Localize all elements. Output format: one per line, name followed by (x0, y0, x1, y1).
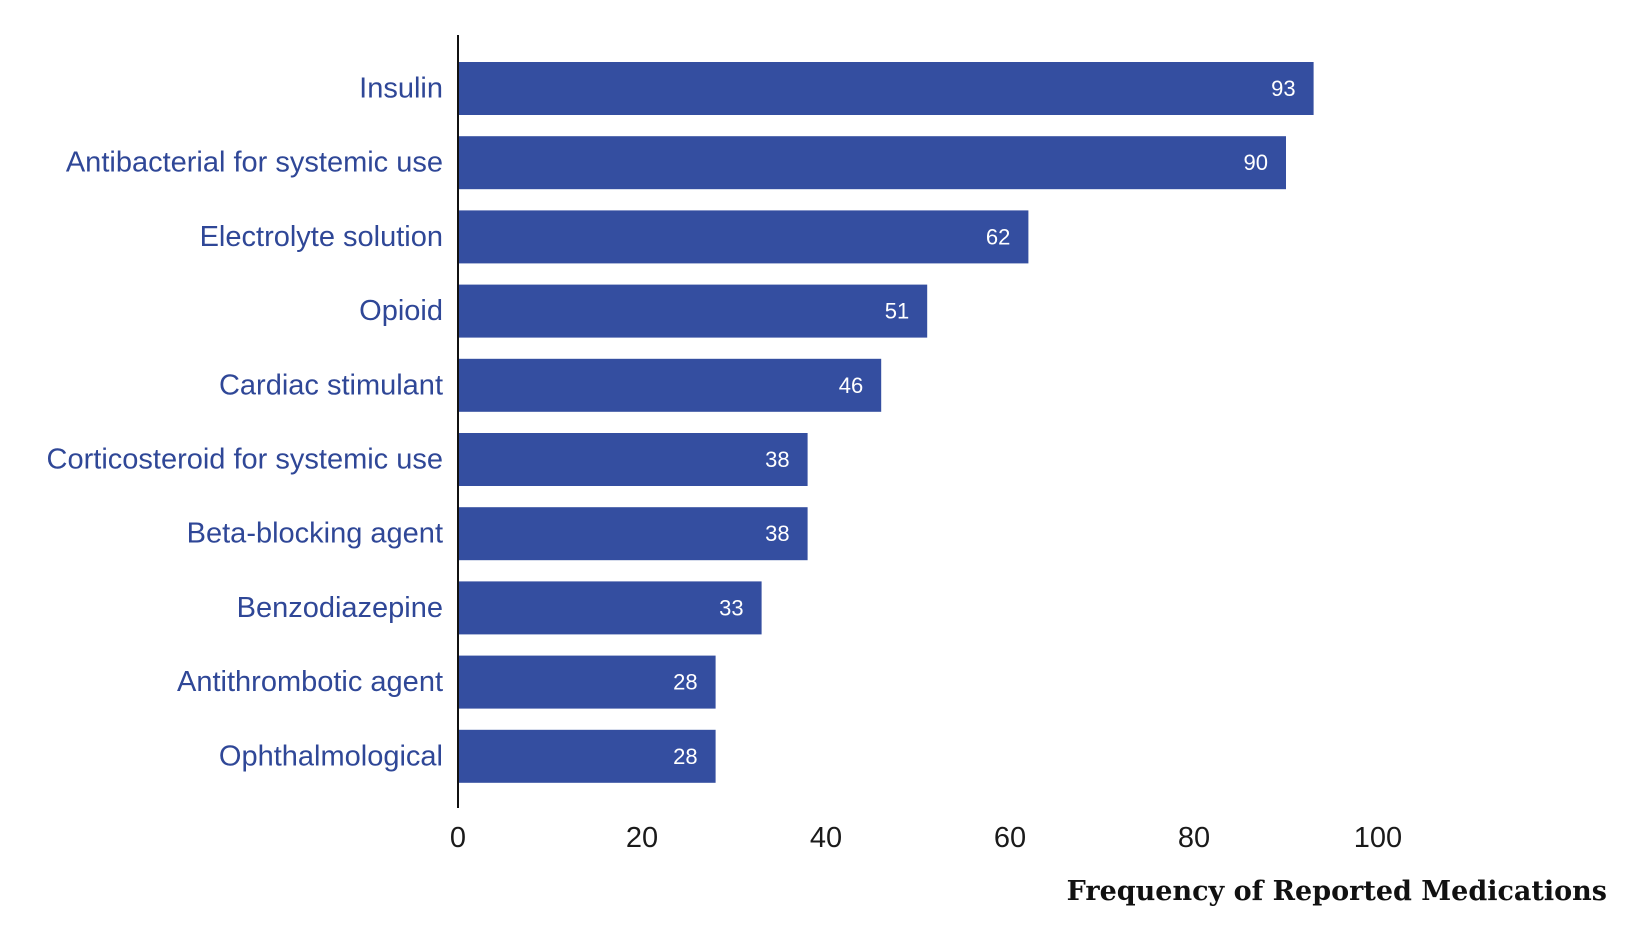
data-label: 46 (839, 373, 863, 398)
category-label: Ophthalmological (219, 740, 443, 772)
x-tick-label: 0 (450, 822, 466, 854)
category-labels-group: Insulin Antibacterial for systemic use Ele… (47, 73, 443, 773)
bar (458, 210, 1029, 264)
data-label: 93 (1271, 76, 1295, 101)
data-label: 51 (885, 299, 909, 324)
bar (458, 136, 1286, 190)
category-label: Electrolyte solution (200, 221, 443, 253)
x-axis-title: Frequency of Reported Medications (1067, 876, 1607, 907)
category-label: Antithrombotic agent (177, 666, 443, 698)
bar (458, 729, 716, 783)
bars-group (458, 62, 1314, 783)
bar (458, 655, 716, 709)
bar (458, 507, 808, 561)
x-tick-label: 80 (1178, 822, 1210, 854)
data-label: 38 (765, 521, 789, 546)
category-label: Corticosteroid for systemic use (47, 444, 443, 476)
category-label: Cardiac stimulant (219, 369, 443, 401)
category-label: Insulin (359, 73, 443, 105)
data-label: 28 (673, 744, 697, 769)
bar (458, 284, 928, 338)
bar (458, 433, 808, 486)
data-label: 33 (719, 595, 743, 620)
bar (458, 62, 1314, 115)
x-tick-label: 60 (994, 822, 1026, 854)
x-tick-label: 20 (626, 822, 658, 854)
x-tick-label: 40 (810, 822, 842, 854)
category-label: Benzodiazepine (237, 592, 443, 624)
data-label: 62 (986, 224, 1010, 249)
bar (458, 581, 762, 635)
category-label: Beta-blocking agent (187, 518, 443, 550)
category-label: Opioid (359, 295, 443, 327)
x-tick-labels-group: 0 20 40 60 80 100 (450, 822, 1402, 854)
data-label: 38 (765, 447, 789, 472)
value-labels-group: 93 90 62 51 46 38 38 33 28 28 (673, 76, 1295, 769)
data-label: 90 (1244, 150, 1268, 175)
category-label: Antibacterial for systemic use (66, 147, 443, 179)
bar (458, 358, 882, 412)
x-tick-label: 100 (1354, 822, 1402, 854)
data-label: 28 (673, 670, 697, 695)
